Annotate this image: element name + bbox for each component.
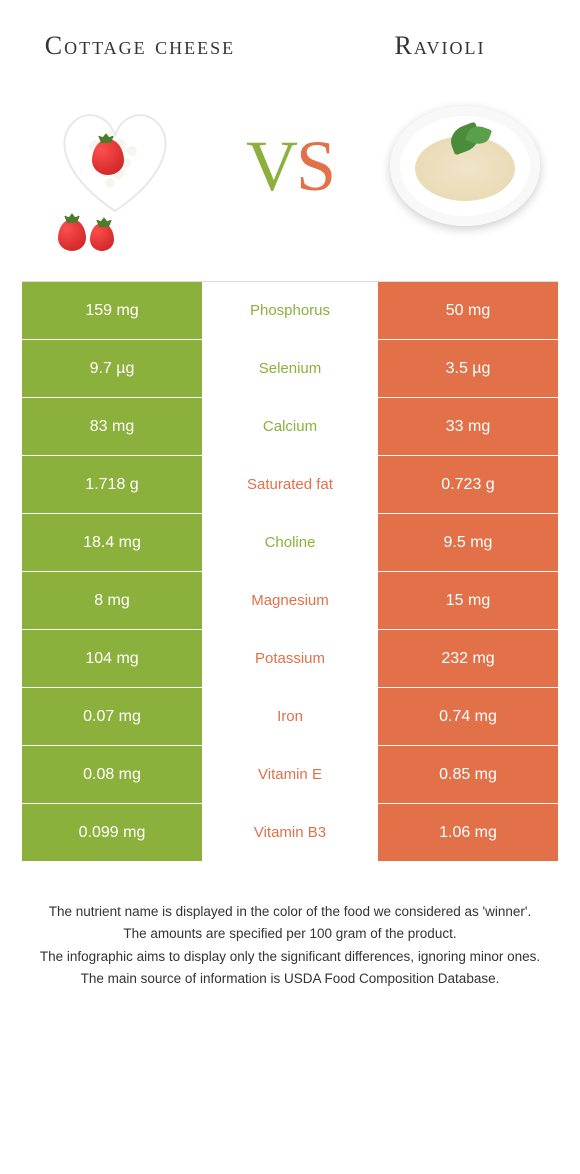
right-food-title: Ravioli [340, 30, 540, 61]
nutrient-name: Selenium [202, 340, 378, 397]
footer-notes: The nutrient name is displayed in the co… [30, 902, 550, 989]
left-value: 0.07 mg [22, 688, 202, 745]
table-row: 9.7 µgSelenium3.5 µg [22, 340, 558, 398]
left-food-image [30, 81, 200, 251]
nutrient-name: Saturated fat [202, 456, 378, 513]
nutrient-name: Vitamin B3 [202, 804, 378, 861]
nutrient-name: Choline [202, 514, 378, 571]
titles-row: Cottage cheese Ravioli [0, 0, 580, 71]
cottage-cheese-icon [50, 101, 180, 221]
strawberry-icon [90, 223, 114, 251]
left-value: 104 mg [22, 630, 202, 687]
nutrient-name: Phosphorus [202, 282, 378, 339]
vs-s: S [296, 126, 334, 206]
vs-label: VS [246, 125, 334, 208]
right-value: 0.85 mg [378, 746, 558, 803]
vs-v: V [246, 126, 296, 206]
nutrient-name: Magnesium [202, 572, 378, 629]
left-value: 0.08 mg [22, 746, 202, 803]
table-row: 159 mgPhosphorus50 mg [22, 282, 558, 340]
nutrient-name: Calcium [202, 398, 378, 455]
ravioli-icon [390, 106, 540, 226]
table-row: 104 mgPotassium232 mg [22, 630, 558, 688]
footer-line: The main source of information is USDA F… [30, 969, 550, 989]
right-value: 33 mg [378, 398, 558, 455]
footer-line: The nutrient name is displayed in the co… [30, 902, 550, 922]
nutrient-name: Potassium [202, 630, 378, 687]
table-row: 0.099 mgVitamin B31.06 mg [22, 804, 558, 862]
table-row: 1.718 gSaturated fat0.723 g [22, 456, 558, 514]
right-value: 0.723 g [378, 456, 558, 513]
right-value: 9.5 mg [378, 514, 558, 571]
right-value: 3.5 µg [378, 340, 558, 397]
right-food-image [380, 81, 550, 251]
table-row: 0.08 mgVitamin E0.85 mg [22, 746, 558, 804]
left-value: 83 mg [22, 398, 202, 455]
right-value: 1.06 mg [378, 804, 558, 861]
right-value: 50 mg [378, 282, 558, 339]
left-value: 8 mg [22, 572, 202, 629]
left-value: 159 mg [22, 282, 202, 339]
table-row: 8 mgMagnesium15 mg [22, 572, 558, 630]
right-value: 232 mg [378, 630, 558, 687]
nutrition-table: 159 mgPhosphorus50 mg9.7 µgSelenium3.5 µ… [22, 281, 558, 862]
left-value: 9.7 µg [22, 340, 202, 397]
left-value: 1.718 g [22, 456, 202, 513]
left-value: 0.099 mg [22, 804, 202, 861]
footer-line: The amounts are specified per 100 gram o… [30, 924, 550, 944]
right-value: 15 mg [378, 572, 558, 629]
left-food-title: Cottage cheese [40, 30, 240, 61]
table-row: 83 mgCalcium33 mg [22, 398, 558, 456]
nutrient-name: Vitamin E [202, 746, 378, 803]
footer-line: The infographic aims to display only the… [30, 947, 550, 967]
left-value: 18.4 mg [22, 514, 202, 571]
hero-row: VS [0, 71, 580, 271]
strawberry-icon [58, 219, 86, 251]
nutrient-name: Iron [202, 688, 378, 745]
table-row: 18.4 mgCholine9.5 mg [22, 514, 558, 572]
table-row: 0.07 mgIron0.74 mg [22, 688, 558, 746]
right-value: 0.74 mg [378, 688, 558, 745]
